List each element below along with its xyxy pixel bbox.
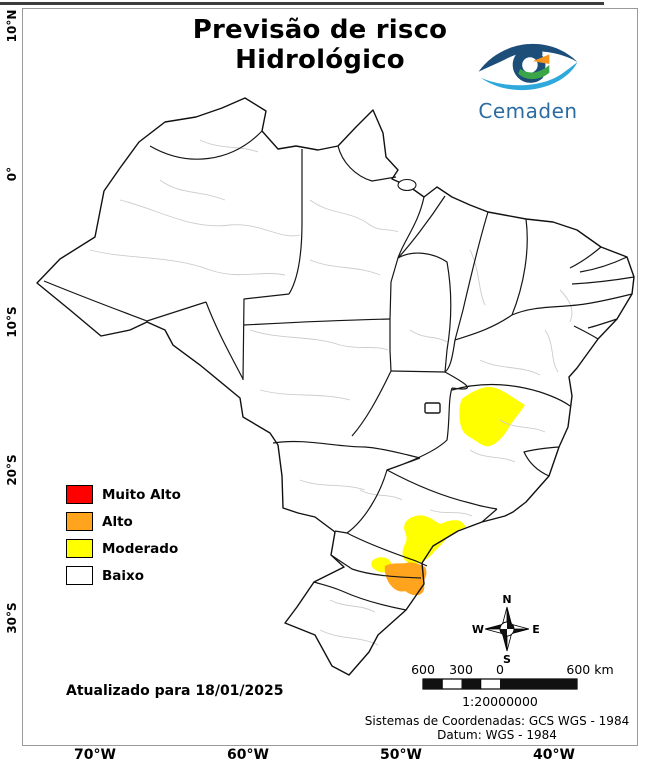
legend-row-moderado: Moderado [66,539,181,558]
legend-swatch-baixo [66,566,93,585]
compass-rose-icon: N S E W [472,593,540,665]
risk-legend: Muito Alto Alto Moderado Baixo [66,485,181,593]
legend-swatch-moderado [66,539,93,558]
lon-label-40w: 40°W [533,747,575,763]
legend-swatch-alto [66,512,93,531]
lon-label-70w: 70°W [74,747,116,763]
page-title: Previsão de risco Hidrológico [185,15,455,75]
coord-system-line: Sistemas de Coordenadas: GCS WGS - 1984 [364,714,630,728]
scalebar-label-600-left: 600 [411,662,435,677]
legend-row-baixo: Baixo [66,566,181,585]
legend-row-alto: Alto [66,512,181,531]
lat-label-30s: 30°S [5,602,19,634]
risk-region-moderado-sao-paulo [402,515,466,564]
state-boundaries [43,130,635,611]
legend-label-moderado: Moderado [102,540,179,557]
legend-row-muito-alto: Muito Alto [66,485,181,504]
cemaden-eye-icon [478,43,578,91]
coordinate-system-note: Sistemas de Coordenadas: GCS WGS - 1984 … [356,714,638,743]
lat-label-10n: 10°N [5,9,19,43]
compass-n-label: N [502,593,511,606]
brazil-outline-fill [37,98,634,675]
distrito-federal [424,402,441,414]
lon-label-60w: 60°W [227,747,269,763]
legend-swatch-muito-alto [66,485,93,504]
legend-label-baixo: Baixo [102,567,145,584]
title-line-1: Previsão de risco [192,15,448,45]
updated-date-text: Atualizado para 18/01/2025 [66,683,284,699]
lat-label-10s: 10°S [5,306,19,338]
legend-label-alto: Alto [102,513,133,530]
compass-e-label: E [532,623,540,636]
legend-label-muito-alto: Muito Alto [102,486,181,503]
compass-w-label: W [472,623,484,636]
risk-region-moderado-minas-gerais [459,387,525,447]
scalebar-label-300: 300 [449,662,473,677]
risk-region-alto-parana [384,562,427,596]
lat-label-0: 0° [5,166,19,182]
lat-label-20s: 20°S [5,454,19,486]
municipality-boundaries [89,139,573,646]
scalebar-label-600km: 600 km [566,662,614,677]
compass-s-label: S [503,653,511,665]
marajo-island [397,178,417,192]
lon-label-50w: 50°W [380,747,422,763]
cemaden-logo: Cemaden [468,33,588,123]
datum-line: Datum: WGS - 1984 [437,728,557,743]
risk-regions [371,387,525,596]
scalebar-label-0: 0 [496,662,504,677]
title-line-2: Hidrológico [235,44,405,75]
scale-ratio-text: 1:20000000 [462,694,538,709]
scalebar [422,678,578,690]
logo-wordmark: Cemaden [478,99,578,123]
top-rule [0,2,604,5]
